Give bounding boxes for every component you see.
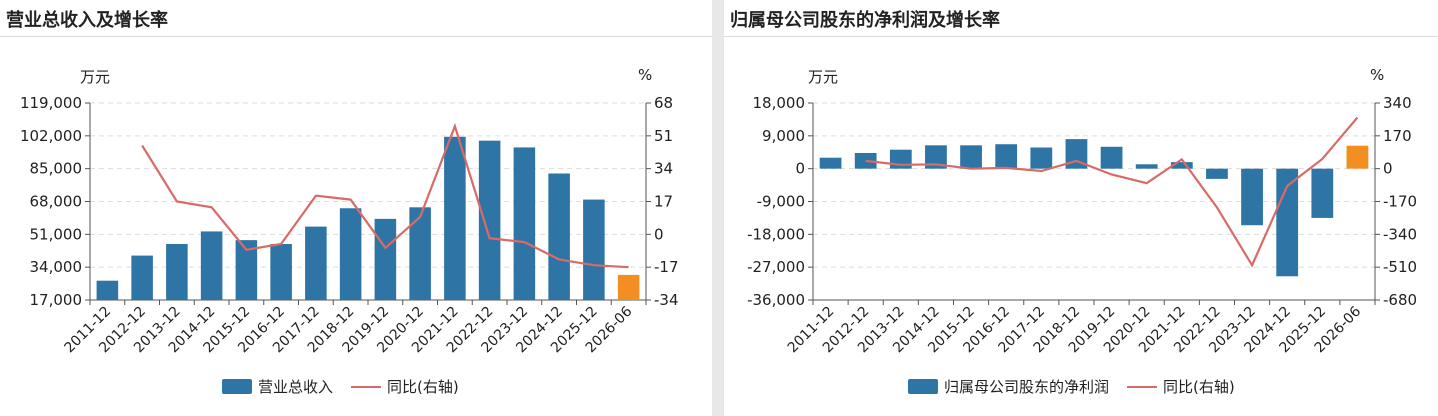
legend-item-line[interactable]: 同比(右轴) xyxy=(1127,376,1235,397)
chart-title: 归属母公司股东的净利润及增长率 xyxy=(730,10,1000,31)
right-tick-label: -170 xyxy=(1383,193,1417,211)
net-profit-chart-plot: 18,000 340 9,000 170 0 0 -9,000 -170 -18,000 -340… xyxy=(747,94,1417,356)
right-axis-unit: % xyxy=(1370,66,1385,84)
left-tick-label: 119,000 xyxy=(20,94,82,112)
bar xyxy=(1135,164,1158,169)
bar xyxy=(478,140,501,300)
legend-line-label: 同比(右轴) xyxy=(1163,378,1235,396)
left-tick-label: 68,000 xyxy=(30,193,83,211)
legend-bar-label: 归属母公司股东的净利润 xyxy=(944,378,1110,396)
left-tick-label: 51,000 xyxy=(30,225,83,243)
left-axis-unit: 万元 xyxy=(80,68,111,86)
bar xyxy=(1311,168,1334,218)
legend-item-bar[interactable]: 归属母公司股东的净利润 xyxy=(908,376,1109,397)
bar xyxy=(1170,162,1193,169)
right-tick-label: 170 xyxy=(1383,127,1412,145)
bar xyxy=(548,173,570,300)
left-tick-label: 17,000 xyxy=(30,291,83,309)
right-axis-unit: % xyxy=(638,66,653,84)
revenue-chart-plot: 119,000 68 102,000 51 85,000 34 68,000 17 51,000… xyxy=(20,94,679,356)
bar xyxy=(617,274,640,300)
right-tick-label: 68 xyxy=(654,94,673,112)
bar xyxy=(235,240,258,300)
title-divider xyxy=(724,36,1438,37)
legend-line-swatch xyxy=(351,385,382,388)
bar xyxy=(1100,146,1123,169)
growth-line xyxy=(865,116,1359,268)
left-tick-label: -18,000 xyxy=(747,225,805,243)
bar xyxy=(96,280,119,300)
revenue-chart-panel: 营业总收入及增长率 万元 % 119,000 68 102,000 51 85,000 3… xyxy=(0,0,712,416)
legend-bar-swatch xyxy=(222,379,252,394)
bar xyxy=(513,147,536,300)
bar xyxy=(1346,145,1369,169)
legend-bar-swatch xyxy=(908,379,938,394)
bar xyxy=(583,199,605,300)
bar xyxy=(1276,168,1299,277)
panel-divider xyxy=(712,0,724,416)
right-tick-label: 51 xyxy=(654,127,673,145)
bar xyxy=(854,152,877,169)
bar xyxy=(819,157,842,169)
right-tick-label: -340 xyxy=(1383,225,1417,243)
right-tick-label: 17 xyxy=(654,193,673,211)
bar xyxy=(995,144,1018,169)
left-tick-label: 85,000 xyxy=(30,160,83,178)
bar xyxy=(1206,168,1228,179)
bar xyxy=(1241,168,1263,226)
net-profit-chart-panel: 归属母公司股东的净利润及增长率 万元 % 18,000 340 9,000 170 0 0… xyxy=(724,0,1438,416)
legend-line-swatch xyxy=(1127,385,1158,388)
left-tick-label: 34,000 xyxy=(30,258,83,276)
right-tick-label: 0 xyxy=(1383,160,1393,178)
bar xyxy=(131,255,153,300)
bar xyxy=(1030,147,1053,169)
growth-line xyxy=(141,122,629,269)
title-divider xyxy=(0,36,712,37)
bar xyxy=(1065,139,1088,169)
chart-title: 营业总收入及增长率 xyxy=(6,10,168,31)
left-tick-label: 9,000 xyxy=(762,127,805,145)
left-axis-unit: 万元 xyxy=(808,68,839,86)
bar xyxy=(166,243,188,300)
right-tick-label: -680 xyxy=(1383,291,1417,309)
legend-bar-label: 营业总收入 xyxy=(258,378,334,396)
right-tick-label: 340 xyxy=(1383,94,1412,112)
left-tick-label: 102,000 xyxy=(20,127,82,145)
chart-legend: 营业总收入 同比(右轴) xyxy=(222,376,477,397)
right-tick-label: -34 xyxy=(654,291,679,309)
right-tick-label: -510 xyxy=(1383,258,1417,276)
bar xyxy=(374,218,397,300)
right-tick-label: -17 xyxy=(654,258,679,276)
bar xyxy=(444,136,466,300)
bar xyxy=(339,208,362,300)
left-tick-label: 18,000 xyxy=(753,94,806,112)
bar xyxy=(925,145,947,169)
left-tick-label: -27,000 xyxy=(747,258,805,276)
bar xyxy=(409,207,431,300)
legend-line-label: 同比(右轴) xyxy=(387,378,459,396)
bar xyxy=(960,145,982,169)
bar xyxy=(305,226,327,300)
bar xyxy=(270,243,292,300)
bar xyxy=(200,231,223,300)
right-tick-label: 34 xyxy=(654,160,673,178)
legend-item-line[interactable]: 同比(右轴) xyxy=(351,376,459,397)
right-tick-label: 0 xyxy=(654,225,664,243)
left-tick-label: -36,000 xyxy=(747,291,805,309)
left-tick-label: 0 xyxy=(795,160,805,178)
left-tick-label: -9,000 xyxy=(757,193,805,211)
chart-legend: 归属母公司股东的净利润 同比(右轴) xyxy=(908,376,1253,397)
legend-item-bar[interactable]: 营业总收入 xyxy=(222,376,333,397)
